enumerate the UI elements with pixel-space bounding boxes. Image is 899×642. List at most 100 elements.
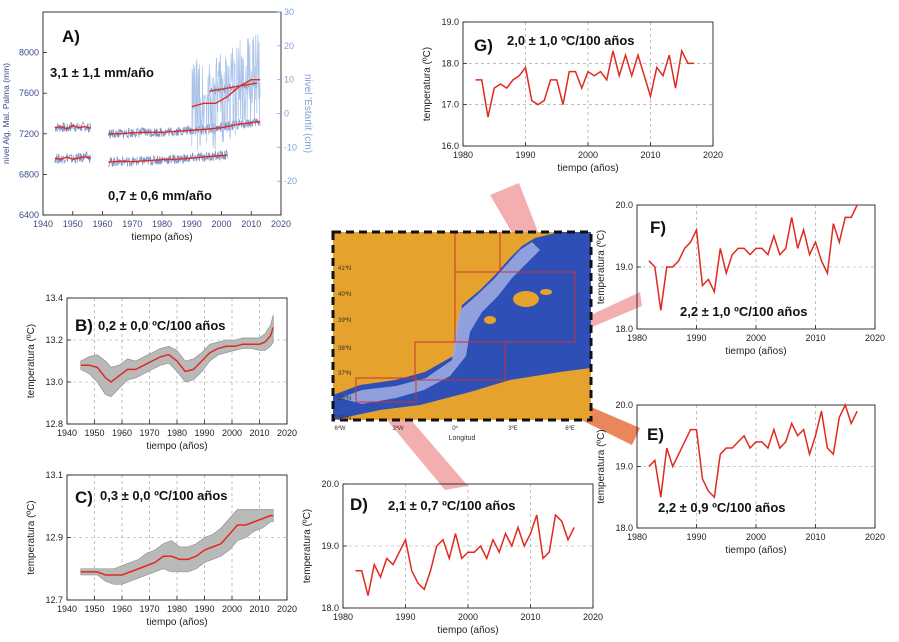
uncertainty-band xyxy=(80,509,274,585)
panel-label: E) xyxy=(647,425,664,444)
tick-label-y: 6800 xyxy=(19,169,39,179)
tick-label-x: 2020 xyxy=(277,428,297,438)
series-line xyxy=(355,513,575,596)
tick-label-x: 2000 xyxy=(746,333,766,343)
tick-label-x: 1990 xyxy=(686,333,706,343)
tick-label-x: 1980 xyxy=(453,150,473,160)
tick-label-y: 20.0 xyxy=(615,400,633,410)
map-panel: 35ºN 36ºN 37ºN 38ºN 39ºN 40ºN 41ºN 6ºW 3ºW 0º 3ºE 6… xyxy=(331,230,593,442)
tick-label-x: 2010 xyxy=(520,612,540,622)
series-line xyxy=(108,120,261,135)
tick-label-x: 1990 xyxy=(395,612,415,622)
tick-label-y: 18.0 xyxy=(615,324,633,334)
tick-label-y: 19.0 xyxy=(615,262,633,272)
tick-label-x: 1990 xyxy=(182,219,202,229)
x-axis-label: tiempo (años) xyxy=(557,163,618,174)
map-lat-label: 41ºN xyxy=(338,265,351,272)
map-frame xyxy=(331,230,593,422)
map-lat-label: 38ºN xyxy=(338,345,351,352)
map-lat-label: 39ºN xyxy=(338,317,351,324)
tick-label-y: 18.0 xyxy=(441,58,459,68)
tick-label-x: 1960 xyxy=(92,219,112,229)
chart-panel-d: 1980 1990 2000 2010 2020 18.0 19.0 20.0 tiempo (… xyxy=(302,479,603,636)
y-axis-label: temperatura (ºC) xyxy=(26,324,37,398)
y-axis-label: nivel Alg. Mal. Palma (mm) xyxy=(1,63,11,164)
series-line xyxy=(191,78,261,108)
tick-label-x: 1990 xyxy=(515,150,535,160)
tick-label-y: 18.0 xyxy=(321,603,339,613)
tick-label-y: 6400 xyxy=(19,210,39,220)
x-axis-label: tiempo (años) xyxy=(131,232,192,243)
series-line xyxy=(475,48,695,118)
raw-data-series xyxy=(191,33,261,151)
tick-label-x: 2000 xyxy=(458,612,478,622)
tick-label-x: 2000 xyxy=(578,150,598,160)
tick-label-x: 1980 xyxy=(152,219,172,229)
map-lon-label: 3ºE xyxy=(508,425,518,432)
tick-label-x: 2010 xyxy=(805,333,825,343)
map-lat-label: 37ºN xyxy=(338,370,351,377)
x-axis-label: tiempo (años) xyxy=(725,346,786,357)
trend-annotation: 2,0 ± 1,0 ºC/100 años xyxy=(507,33,635,48)
tick-label-y: 12.7 xyxy=(45,595,63,605)
trend-annotation: 2,1 ± 0,7 ºC/100 años xyxy=(388,498,516,513)
map-lat-label: 35ºN xyxy=(338,415,351,422)
map-lat-label: 40ºN xyxy=(338,291,351,298)
x-axis-label: tiempo (años) xyxy=(725,545,786,556)
tick-label-x: 1990 xyxy=(686,532,706,542)
raw-data-series xyxy=(108,149,228,167)
tick-label-y: 13.4 xyxy=(45,293,63,303)
tick-label-x: 1950 xyxy=(84,604,104,614)
trend-annotation: 2,2 ± 1,0 ºC/100 años xyxy=(680,304,808,319)
tick-label-y: 13.1 xyxy=(45,470,63,480)
tick-label-x: 2020 xyxy=(583,612,603,622)
tick-label-x: 1980 xyxy=(627,333,647,343)
tick-label-y: 7600 xyxy=(19,88,39,98)
x-axis-label: tiempo (años) xyxy=(437,625,498,636)
panel-label: G) xyxy=(474,36,493,55)
tick-label-x: 1970 xyxy=(139,604,159,614)
tick-label-y2: -10 xyxy=(284,142,297,152)
series-line xyxy=(108,154,228,163)
series-line xyxy=(80,327,274,383)
tick-label-x: 1970 xyxy=(122,219,142,229)
tick-label-x: 1940 xyxy=(57,604,77,614)
map-box-e xyxy=(414,341,506,381)
tick-label-y: 7200 xyxy=(19,129,39,139)
tick-label-x: 2010 xyxy=(241,219,261,229)
tick-label-y: 19.0 xyxy=(441,17,459,27)
chart-panel-f: 1980 1990 2000 2010 2020 18.0 19.0 20.0 tiempo (… xyxy=(596,200,885,357)
tick-label-x: 2010 xyxy=(805,532,825,542)
tick-label-x: 1960 xyxy=(112,428,132,438)
map-north-africa xyxy=(333,368,591,420)
tick-label-y: 18.0 xyxy=(615,523,633,533)
map-lon-label: 6ºE xyxy=(565,425,575,432)
map-island-ibiza xyxy=(484,316,496,324)
uncertainty-band xyxy=(80,314,274,398)
chart-panel-b: 1940 1950 1960 1970 1980 1990 2000 2010 2020 12.8… xyxy=(26,293,297,452)
tick-label-x: 1990 xyxy=(194,604,214,614)
series-line xyxy=(54,124,91,130)
trend-annotation: 2,2 ± 0,9 ºC/100 años xyxy=(658,500,786,515)
tick-label-y: 16.0 xyxy=(441,141,459,151)
trend-annotation: 0,3 ± 0,0 ºC/100 años xyxy=(100,488,228,503)
tick-label-y: 13.0 xyxy=(45,377,63,387)
tick-label-x: 1990 xyxy=(194,428,214,438)
tick-label-x: 1950 xyxy=(84,428,104,438)
tick-label-y: 20.0 xyxy=(321,479,339,489)
panel-label: A) xyxy=(62,27,80,46)
tick-label-x: 2010 xyxy=(249,428,269,438)
tick-label-x: 2010 xyxy=(640,150,660,160)
panel-label: C) xyxy=(75,488,93,507)
map-shelf xyxy=(340,242,540,404)
raw-data-series xyxy=(108,117,261,139)
tick-label-x: 2020 xyxy=(865,333,885,343)
map-island-menorca xyxy=(540,289,552,295)
y-axis-label: temperatura (ºC) xyxy=(26,500,37,574)
tick-label-y2: 20 xyxy=(284,41,294,51)
tick-label-y: 12.8 xyxy=(45,419,63,429)
y-axis-label: temperatura (ºC) xyxy=(596,230,607,304)
map-lon-label: 6ºW xyxy=(334,425,346,432)
series-line xyxy=(80,514,274,576)
trend-annotation: 0,2 ± 0,0 ºC/100 años xyxy=(98,318,226,333)
